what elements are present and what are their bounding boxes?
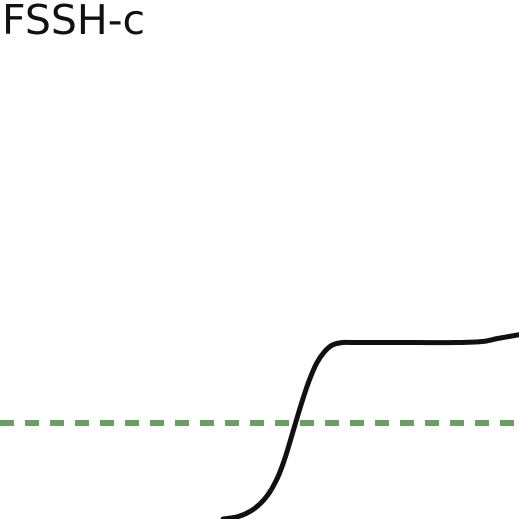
chart-title: FSSH-c xyxy=(2,0,146,44)
series-line-0 xyxy=(220,332,519,519)
